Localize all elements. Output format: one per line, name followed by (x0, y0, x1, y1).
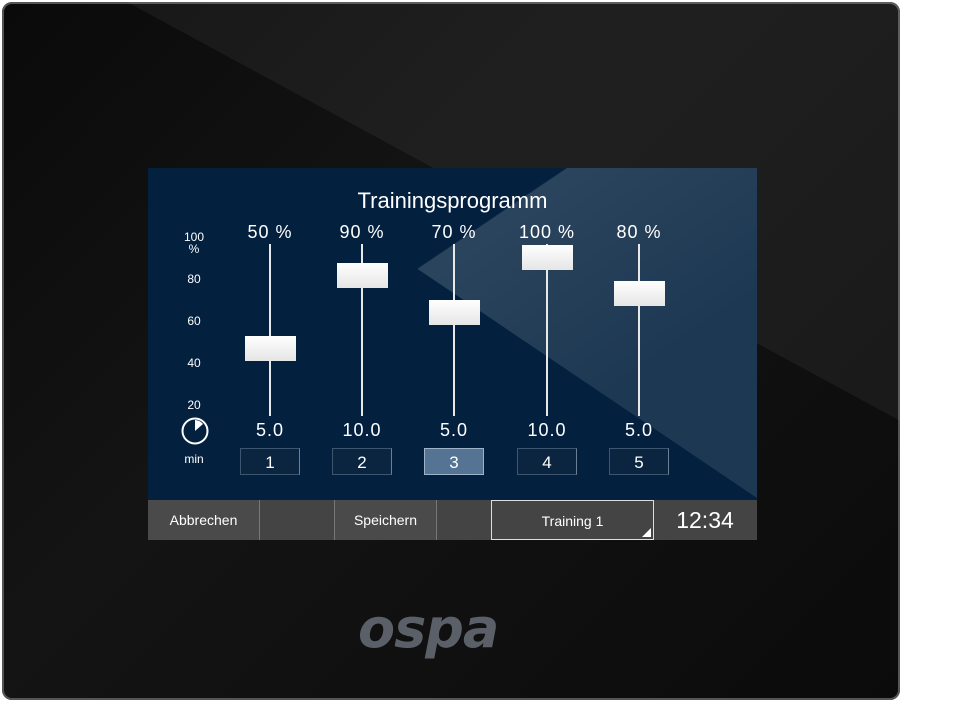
step-button-1[interactable]: 1 (240, 448, 300, 475)
step-minutes[interactable]: 5.0 (624, 420, 654, 440)
save-button[interactable]: Speichern (335, 500, 437, 540)
time-unit: min (184, 452, 204, 466)
step-intensity-label: 50 % (247, 222, 293, 242)
step-minutes[interactable]: 5.0 (255, 420, 285, 440)
scale-tick-100: 100 (183, 230, 205, 244)
slider-track[interactable] (269, 244, 271, 416)
ospa-logo: ospa (358, 597, 499, 660)
dropdown-corner-icon (642, 528, 651, 537)
step-intensity-label: 90 % (339, 222, 385, 242)
step-intensity-label: 80 % (616, 222, 662, 242)
step-intensity-label: 100 % (518, 222, 576, 242)
scale-tick-60: 60 (187, 314, 201, 328)
scale-tick-80: 80 (187, 272, 201, 286)
step-button-4[interactable]: 4 (517, 448, 577, 475)
program-name: Training 1 (541, 513, 604, 529)
page-title: Trainingsprogramm (357, 188, 548, 213)
step-minutes[interactable]: 10.0 (527, 420, 567, 440)
slider-thumb[interactable] (337, 263, 388, 289)
clock-icon (181, 417, 209, 445)
slider-track[interactable] (453, 244, 455, 416)
step-minutes[interactable]: 10.0 (342, 420, 382, 440)
slider-thumb[interactable] (522, 245, 573, 270)
empty-button (260, 500, 335, 540)
empty-button (437, 500, 491, 540)
bottom-bar: Abbrechen Speichern Training 1 12:34 (148, 500, 757, 540)
program-select[interactable]: Training 1 (491, 500, 654, 540)
scale-tick-20: 20 (187, 398, 201, 412)
scale-tick-40: 40 (187, 356, 201, 370)
step-button-5[interactable]: 5 (609, 448, 669, 475)
clock-display: 12:34 (676, 507, 734, 533)
step-button-3[interactable]: 3 (424, 448, 484, 475)
step-minutes[interactable]: 5.0 (439, 420, 469, 440)
slider-thumb[interactable] (614, 281, 665, 307)
scale-unit: % (188, 242, 200, 256)
slider-track[interactable] (546, 244, 548, 416)
slider-thumb[interactable] (245, 336, 296, 361)
slider-thumb[interactable] (429, 299, 480, 325)
cancel-button[interactable]: Abbrechen (148, 500, 260, 540)
slider-track[interactable] (361, 244, 363, 416)
touch-screen: Trainingsprogramm 100 % 80 60 40 20 min … (148, 168, 757, 540)
step-intensity-label: 70 % (431, 222, 477, 242)
slider-track[interactable] (638, 244, 640, 416)
step-button-2[interactable]: 2 (332, 448, 392, 475)
